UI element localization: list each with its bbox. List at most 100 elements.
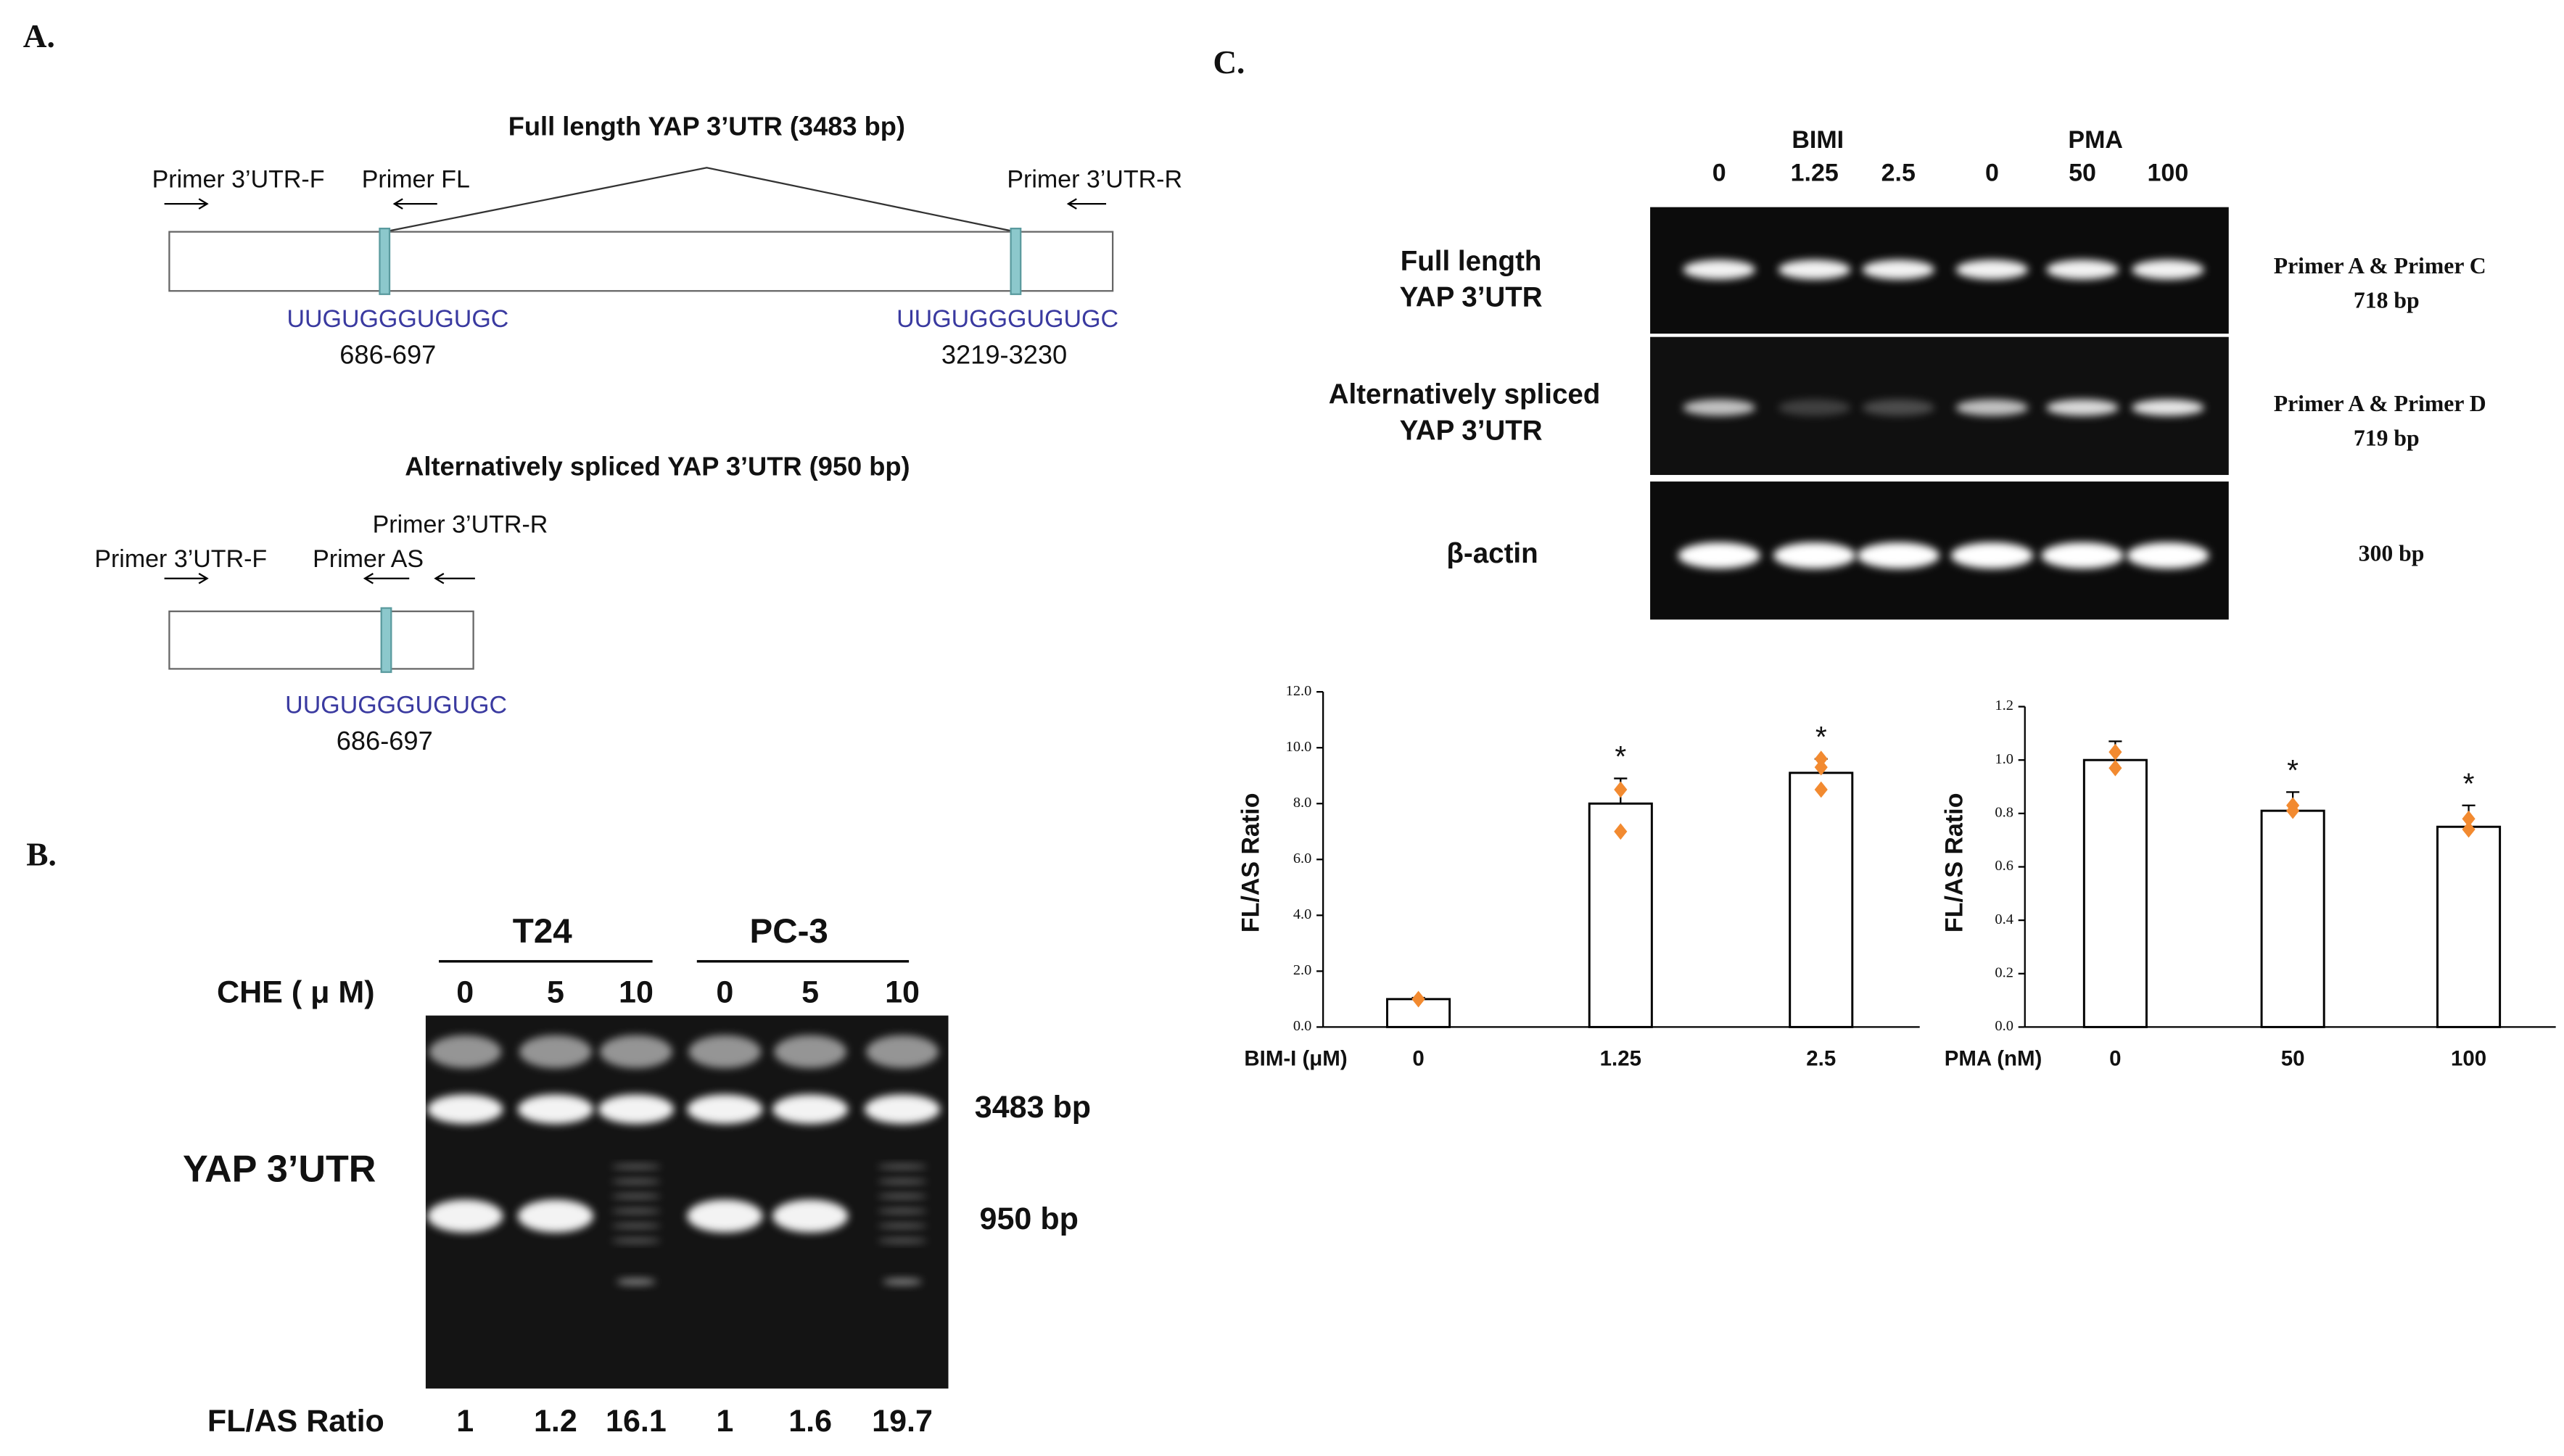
primer-label: Primer 3’UTR-F	[94, 545, 267, 573]
primer-pair: Primer A & Primer C	[2274, 253, 2486, 278]
panel-label: C.	[1213, 44, 1245, 80]
ratio-value: 19.7	[872, 1404, 933, 1439]
x-tick-label: 100	[2451, 1047, 2486, 1071]
y-tick-label: 1.0	[1995, 751, 2013, 767]
band-size: 3483 bp	[975, 1090, 1091, 1125]
gel-band	[600, 1035, 672, 1069]
gel-band	[611, 1179, 661, 1184]
significance: *	[2287, 753, 2299, 787]
gel-band	[1778, 260, 1851, 280]
primer-pair: Primer A & Primer D	[2274, 391, 2486, 416]
gel-band	[878, 1208, 928, 1214]
data-point	[1411, 990, 1425, 1008]
y-tick-label: 0.6	[1995, 858, 2013, 874]
utr-box	[168, 610, 474, 670]
primer-label: Primer 3’UTR-R	[373, 510, 548, 538]
primer-arrow	[164, 198, 209, 210]
position: 686-697	[339, 339, 436, 369]
site-marker	[380, 607, 392, 674]
primer-arrow	[392, 198, 437, 210]
x-axis-label: PMA (nM)	[1945, 1047, 2042, 1071]
gel-band	[2046, 399, 2119, 416]
gel-band	[2132, 399, 2204, 416]
lane-label: 10	[619, 975, 654, 1009]
gel-band	[1955, 260, 2029, 280]
concentration-label: CHE ( μ M)	[217, 975, 375, 1009]
ratio-value: 16.1	[606, 1404, 667, 1439]
diagram-title: Full length YAP 3’UTR (3483 bp)	[508, 111, 905, 141]
lane-label: 10	[885, 975, 920, 1009]
band-size: 950 bp	[980, 1201, 1079, 1236]
gel-band	[616, 1278, 656, 1286]
lane-label: 50	[2069, 159, 2096, 186]
data-point	[2109, 743, 2122, 761]
significance: *	[1615, 740, 1626, 773]
gel-band	[774, 1035, 847, 1069]
group-label: PC-3	[749, 912, 828, 951]
y-tick-label: 0.0	[1995, 1018, 2013, 1034]
lane-label: 1.25	[1791, 159, 1839, 186]
lane-label: 5	[547, 975, 564, 1009]
ratio-value: 1	[456, 1404, 474, 1439]
gel-band	[772, 1094, 849, 1125]
gel-band	[878, 1238, 928, 1244]
row-label: YAP 3’UTR	[1400, 282, 1543, 313]
gel-band	[1773, 542, 1856, 569]
gel-band	[688, 1035, 762, 1069]
gel-band	[866, 1035, 939, 1069]
primer-label: Primer FL	[362, 165, 470, 193]
primer-arrow	[363, 573, 410, 584]
gel-band	[1683, 260, 1756, 280]
gel-band	[611, 1238, 661, 1244]
y-axis-label: FL/AS Ratio	[1237, 793, 1265, 933]
gel-band	[878, 1223, 928, 1229]
y-axis-label: FL/AS Ratio	[1941, 793, 1969, 933]
x-tick-label: 0	[1412, 1047, 1424, 1071]
diagram-title: Alternatively spliced YAP 3’UTR (950 bp)	[405, 452, 910, 481]
band-size: 719 bp	[2354, 426, 2420, 451]
utr-box	[168, 231, 1114, 292]
gel-band	[1857, 542, 1940, 569]
y-tick-label: 1.2	[1995, 698, 2013, 713]
gel-band	[1683, 399, 1756, 416]
primer-arrow	[434, 573, 475, 584]
gel-band	[2132, 260, 2204, 280]
significance: *	[1815, 720, 1827, 753]
band-size: 718 bp	[2354, 287, 2420, 313]
data-point	[1814, 781, 1828, 798]
row-label: YAP 3’UTR	[1400, 415, 1543, 446]
group-label: PMA	[2068, 126, 2123, 154]
ratio-value: 1	[716, 1404, 733, 1439]
lane-label: 5	[801, 975, 819, 1009]
significance: *	[2463, 766, 2475, 800]
primer-label: Primer 3’UTR-F	[152, 165, 325, 193]
gel-band	[2046, 260, 2119, 280]
gel-band	[517, 1199, 594, 1233]
gel-band	[427, 1199, 503, 1233]
x-tick-label: 0	[2109, 1047, 2121, 1071]
row-label: Alternatively spliced	[1329, 379, 1601, 410]
gel-band	[1862, 399, 1935, 416]
sequence: UUGUGGGUGUGC	[287, 305, 508, 333]
gel-band	[878, 1164, 928, 1170]
gel-band	[864, 1094, 941, 1125]
primer-arrow	[1066, 198, 1107, 210]
lane-label: 0	[716, 975, 733, 1009]
gel-band	[598, 1094, 675, 1125]
lane-label: 100	[2148, 159, 2189, 186]
lane-label: 0	[1712, 159, 1726, 186]
ratio-value: 1.6	[788, 1404, 832, 1439]
sequence: UUGUGGGUGUGC	[285, 692, 507, 719]
gel-band	[687, 1094, 763, 1125]
group-label: BIMI	[1792, 126, 1844, 154]
gel-band	[772, 1199, 849, 1233]
y-tick-label: 8.0	[1293, 795, 1311, 811]
gel-band	[517, 1094, 594, 1125]
position: 686-697	[337, 726, 433, 756]
y-tick-label: 0.8	[1995, 805, 2013, 821]
gel-band	[611, 1208, 661, 1214]
gel-band	[687, 1199, 763, 1233]
panel-label: B.	[26, 836, 57, 872]
